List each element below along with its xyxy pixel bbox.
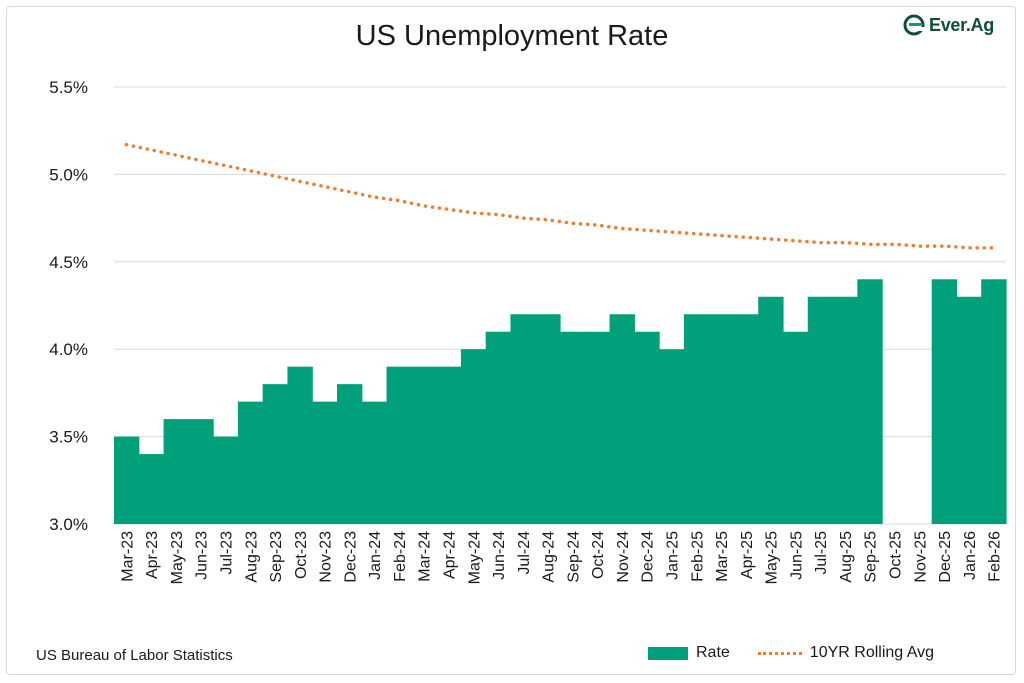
y-tick-label: 5.0% [49,165,88,184]
x-tick-label: Sep-25 [863,531,880,583]
bar [931,279,958,524]
bar [262,384,289,524]
x-tick-label: May-25 [764,531,781,584]
bar [138,454,165,524]
bar [361,401,388,524]
x-tick-label: Apr-23 [144,531,161,579]
bar [188,419,214,524]
bar [386,366,412,524]
legend-rate-label: Rate [696,644,730,661]
bar [956,296,982,524]
ever-ag-logo-icon [903,14,925,36]
x-tick-label: Oct-23 [293,531,310,579]
x-axis-ticks: Mar-23 Apr-23 May-23 Jun-23 Jul-23 Aug-23 Sep-… [119,531,1003,584]
bar [163,419,189,524]
x-tick-label: Aug-23 [243,531,260,583]
bar [560,331,586,524]
avg-series [124,142,996,250]
x-tick-label: Dec-25 [937,531,954,583]
y-tick-label: 3.0% [49,515,88,534]
x-tick-label: Mar-23 [119,531,136,582]
x-tick-label: Dec-24 [640,531,657,583]
bar [609,314,635,524]
x-tick-label: Jul-25 [813,531,830,575]
source-note: US Bureau of Labor Statistics [36,647,233,664]
bar [783,331,809,524]
bar [213,436,239,524]
x-tick-label: Jun-24 [491,531,508,580]
x-tick-label: Oct-25 [888,531,905,579]
bar [436,366,462,524]
y-tick-label: 3.5% [49,428,88,447]
x-tick-label: Dec-23 [342,531,359,583]
x-tick-label: Jul-23 [219,531,236,575]
bar [411,366,437,524]
brand-name: Ever.Ag [929,14,994,35]
bar [584,331,611,524]
legend-avg-swatch [757,651,802,655]
x-tick-label: Jan-25 [665,531,682,580]
x-tick-label: May-23 [169,531,186,584]
y-tick-label: 4.0% [49,340,88,359]
x-tick-label: Apr-24 [442,531,459,579]
bar [237,401,264,524]
bar [114,436,140,524]
x-tick-label: Mar-24 [417,531,434,582]
bar [857,279,883,524]
y-tick-label: 4.5% [49,253,88,272]
bar [485,331,512,524]
legend-rate-swatch [648,646,688,660]
bar [287,366,313,524]
legend-avg-label: 10YR Rolling Avg [809,644,935,661]
x-tick-label: Jul-24 [516,531,533,575]
bar [758,296,784,524]
x-tick-label: Mar-25 [714,531,731,582]
x-tick-label: Nov-24 [615,531,632,583]
x-tick-label: Jun-23 [194,531,211,580]
bar [659,349,685,524]
y-tick-label: 5.5% [49,78,88,97]
bar [832,296,858,524]
x-tick-label: Jun-25 [788,531,805,580]
bar [708,314,735,524]
x-tick-label: Sep-23 [268,531,285,583]
bar-series [114,279,1007,524]
bar [535,314,561,524]
x-tick-label: Feb-25 [689,531,706,582]
bar [683,314,710,524]
x-tick-label: Oct-24 [590,531,607,579]
bar [460,349,487,524]
bar [981,279,1007,524]
x-tick-label: Nov-25 [912,531,929,583]
bar [733,314,759,524]
bar [807,296,834,524]
chart-title: US Unemployment Rate [355,20,669,52]
y-axis-ticks: 3.0% 3.5% 4.0% 4.5% 5.0% 5.5% [49,78,88,534]
x-tick-label: Feb-24 [392,531,409,582]
x-tick-label: Sep-24 [565,531,582,583]
bar [312,401,338,524]
x-tick-label: Jan-24 [367,531,384,580]
x-tick-label: Nov-23 [318,531,335,583]
x-tick-label: Feb-26 [987,531,1004,582]
bar [634,331,660,524]
brand-logo: Ever.Ag [903,14,994,36]
bar [510,314,536,524]
x-tick-label: Aug-24 [541,531,558,583]
rolling-avg-line [124,142,996,250]
x-tick-label: Apr-25 [739,531,756,579]
x-tick-label: Aug-25 [838,531,855,583]
legend: Rate 10YR Rolling Avg [648,644,934,662]
x-tick-label: May-24 [466,531,483,584]
bar [337,384,363,524]
x-tick-label: Jan-26 [962,531,979,580]
